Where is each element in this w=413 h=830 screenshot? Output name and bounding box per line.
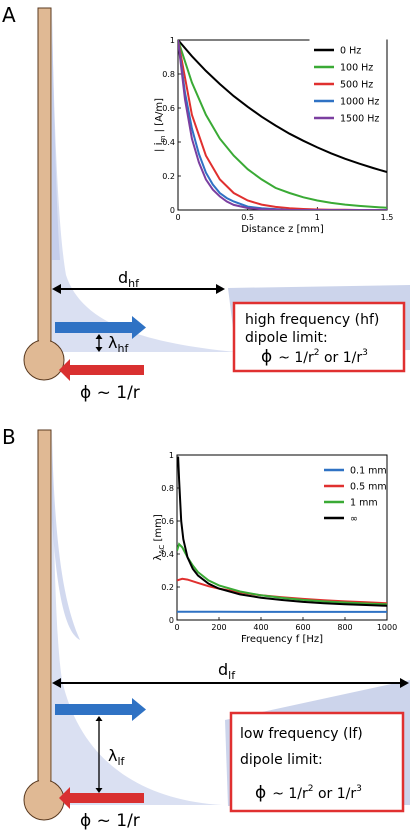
dendrite-b bbox=[38, 430, 51, 800]
legend-entry: 1 mm bbox=[350, 498, 378, 509]
distance-label-b: dlf bbox=[218, 660, 236, 682]
red-arrow-a bbox=[59, 359, 144, 381]
y-tick-label: 0.2 bbox=[162, 172, 175, 181]
legend-entry: 500 Hz bbox=[340, 80, 373, 91]
x-tick-label: 400 bbox=[253, 623, 268, 632]
x-tick-label: 600 bbox=[295, 623, 310, 632]
x-tick-label: 800 bbox=[337, 623, 352, 632]
legend-entry: 100 Hz bbox=[340, 63, 373, 74]
lambda-label-b: λlf bbox=[108, 746, 126, 768]
box-a-line2: dipole limit: bbox=[245, 330, 328, 346]
y-axis-label: λAC [mm] bbox=[151, 514, 166, 561]
y-axis-label: | im | [A/m] bbox=[152, 98, 167, 152]
y-tick-label: 0 bbox=[169, 616, 174, 625]
legend-entry: ∞ bbox=[350, 514, 358, 525]
x-axis-label: Frequency f [Hz] bbox=[241, 634, 323, 645]
x-tick-label: 1.5 bbox=[381, 213, 394, 222]
legend: 0.1 mm 0.5 mm 1 mm ∞ bbox=[320, 460, 387, 525]
x-tick-label: 0.5 bbox=[241, 213, 254, 222]
panel-a: A dhf λhf bbox=[2, 3, 410, 403]
x-axis-label: Distance z [mm] bbox=[241, 224, 324, 235]
panel-b-letter: B bbox=[2, 425, 16, 449]
legend-entry: 0 Hz bbox=[340, 46, 361, 57]
phi-label-a: ϕ ~ 1/r bbox=[80, 383, 140, 403]
legend-entry: 0.1 mm bbox=[350, 466, 387, 477]
phi-label-b: ϕ ~ 1/r bbox=[80, 811, 140, 830]
legend-entry: 0.5 mm bbox=[350, 482, 387, 493]
box-b-line1: low frequency (lf) bbox=[240, 726, 363, 742]
dendrite-a bbox=[38, 8, 51, 350]
y-tick-label: 0 bbox=[170, 206, 175, 215]
y-tick-label: 0.8 bbox=[161, 484, 174, 493]
legend-entry: 1500 Hz bbox=[340, 114, 379, 125]
y-tick-label: 0.2 bbox=[161, 583, 174, 592]
x-tick-label: 0 bbox=[175, 213, 180, 222]
y-tick-label: 1 bbox=[170, 36, 175, 45]
box-b-line2: dipole limit: bbox=[240, 752, 323, 768]
y-tick-label: 1 bbox=[169, 451, 174, 460]
x-tick-label: 1 bbox=[315, 213, 320, 222]
panel-a-letter: A bbox=[2, 3, 16, 27]
chart-b: 0 200 400 600 800 100000.20.40.60.81Frequency… bbox=[151, 451, 397, 645]
legend: 0 Hz 100 Hz 500 Hz 1000 Hz 1500 Hz bbox=[310, 40, 386, 125]
panel-b: B dlf λlf ϕ ~ 1/r bbox=[2, 425, 410, 830]
x-tick-label: 1000 bbox=[377, 623, 397, 632]
x-tick-label: 200 bbox=[211, 623, 226, 632]
legend-entry: 1000 Hz bbox=[340, 97, 379, 108]
distance-label-a: dhf bbox=[118, 268, 140, 290]
box-a-line1: high frequency (hf) bbox=[245, 312, 379, 328]
y-tick-label: 0.8 bbox=[162, 70, 175, 79]
x-tick-label: 0 bbox=[174, 623, 179, 632]
